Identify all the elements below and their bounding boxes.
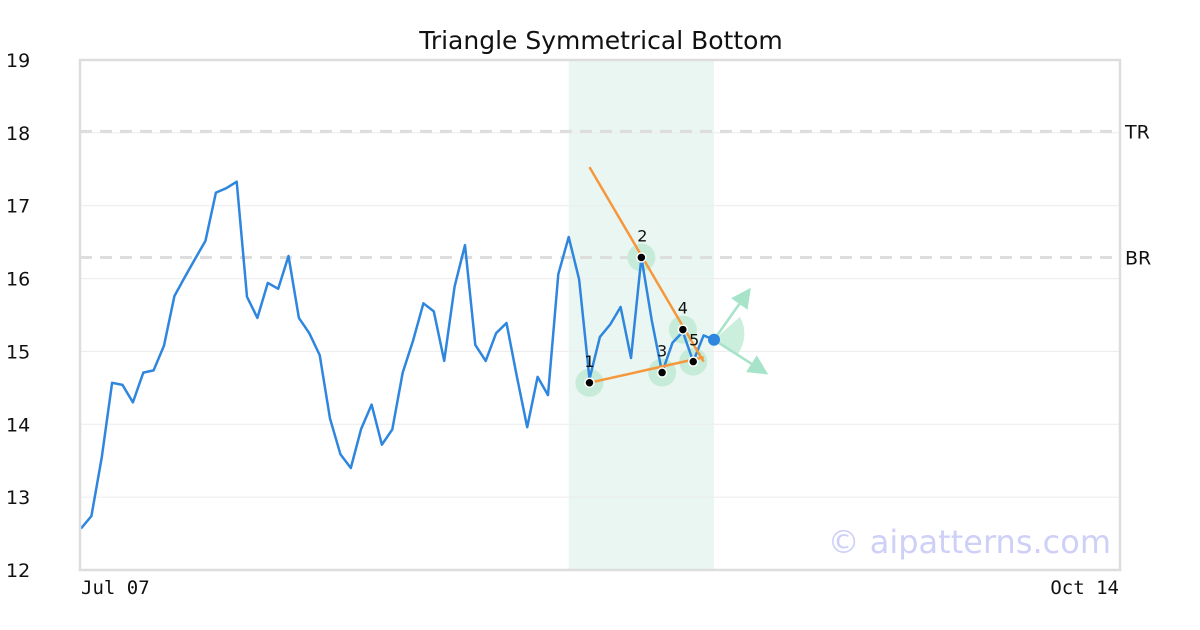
triangle-lower-line xyxy=(589,356,704,384)
chart-title: Triangle Symmetrical Bottom xyxy=(418,26,783,55)
y-tick-label: 14 xyxy=(6,414,30,436)
reference-label-br: BR xyxy=(1125,247,1151,269)
breakout-point xyxy=(708,333,720,346)
y-tick-label: 16 xyxy=(6,269,30,291)
y-tick-label: 12 xyxy=(6,560,30,582)
pattern-point-label: 2 xyxy=(637,226,647,245)
pattern-point-label: 3 xyxy=(657,342,667,361)
watermark: © aipatterns.com xyxy=(828,523,1111,561)
y-tick-label: 13 xyxy=(6,487,30,509)
pattern-point-marker xyxy=(656,367,668,378)
pattern-point-marker xyxy=(677,324,689,335)
y-tick-label: 15 xyxy=(6,341,30,363)
pattern-highlight-band xyxy=(568,60,714,570)
pattern-point-label: 4 xyxy=(678,299,688,318)
y-tick-label: 19 xyxy=(6,50,30,72)
breakout-cone xyxy=(714,316,745,354)
pattern-point-marker xyxy=(636,252,647,263)
pattern-point-marker xyxy=(687,356,699,367)
pattern-point-label: 5 xyxy=(689,331,699,350)
plot-frame xyxy=(78,58,1122,572)
down-arrow xyxy=(713,338,769,375)
pattern-point-marker xyxy=(584,377,595,389)
up-arrow xyxy=(712,287,751,341)
x-tick-label: Oct 14 xyxy=(1050,577,1119,599)
pattern-point-label: 1 xyxy=(584,352,594,371)
price-series-line xyxy=(80,180,715,530)
y-tick-label: 18 xyxy=(6,123,30,145)
y-tick-label: 17 xyxy=(6,196,30,218)
reference-label-tr: TR xyxy=(1124,121,1150,143)
x-tick-label: Jul 07 xyxy=(81,577,150,599)
